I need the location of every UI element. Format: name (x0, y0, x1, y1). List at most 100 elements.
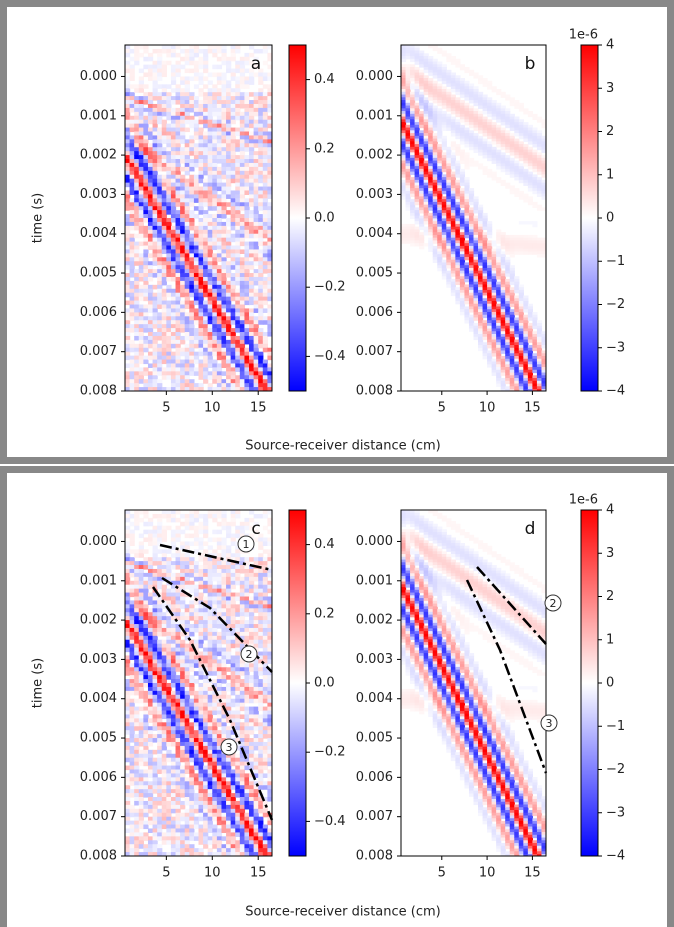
pixel (231, 344, 236, 349)
pixel (130, 218, 135, 223)
pixel (501, 373, 506, 376)
pixel (148, 69, 153, 74)
pixel (226, 273, 231, 278)
pixel (130, 383, 135, 388)
pixel (171, 320, 176, 325)
pixel (157, 383, 162, 388)
pixel (226, 312, 231, 317)
pixel (254, 383, 259, 388)
pixel (143, 159, 148, 164)
pixel (235, 222, 240, 227)
pixel (143, 320, 148, 325)
pixel (244, 246, 249, 251)
pixel (185, 96, 190, 101)
pixel (263, 187, 268, 192)
pixel (148, 112, 153, 117)
pixel (254, 194, 259, 199)
pixel (217, 226, 222, 231)
pixel (143, 163, 148, 168)
pixel (166, 116, 171, 121)
pixel (221, 379, 226, 384)
pixel (487, 174, 492, 177)
pixel (180, 226, 185, 231)
pixel (125, 549, 130, 554)
pixel (125, 553, 130, 558)
pixel (226, 147, 231, 152)
pixel (143, 45, 148, 50)
pixel (130, 379, 135, 384)
pixel (185, 328, 190, 333)
pixel (226, 112, 231, 117)
pixel (235, 190, 240, 195)
pixel (143, 257, 148, 262)
pixel (212, 49, 217, 54)
pixel (176, 124, 181, 129)
pixel (254, 308, 259, 313)
pixel (221, 49, 226, 54)
pixel (125, 722, 130, 727)
pixel (240, 80, 245, 85)
pixel (437, 51, 442, 54)
pixel (162, 257, 167, 262)
pixel (514, 155, 519, 158)
pixel (249, 316, 254, 321)
pixel (249, 175, 254, 180)
pixel (263, 214, 268, 219)
pixel (235, 348, 240, 353)
pixel (189, 226, 194, 231)
pixel (125, 155, 130, 160)
pixel (249, 222, 254, 227)
pixel (125, 179, 130, 184)
pixel (221, 120, 226, 125)
pixel (249, 155, 254, 160)
pixel (424, 221, 429, 224)
pixel (139, 226, 144, 231)
pixel (221, 73, 226, 78)
pixel (203, 336, 208, 341)
pixel (217, 206, 222, 211)
pixel (492, 141, 497, 144)
pixel (258, 151, 263, 156)
pixel (235, 198, 240, 203)
pixel (464, 235, 469, 238)
pixel (153, 73, 158, 78)
pixel (478, 166, 483, 169)
pixel (130, 124, 135, 129)
pixel (153, 187, 158, 192)
pixel (199, 100, 204, 105)
pixel (189, 151, 194, 156)
pixel (143, 336, 148, 341)
pixel (203, 202, 208, 207)
pixel (221, 163, 226, 168)
pixel (166, 332, 171, 337)
pixel (258, 80, 263, 85)
pixel (130, 187, 135, 192)
pixel (143, 151, 148, 156)
pixel (231, 100, 236, 105)
pixel (231, 139, 236, 144)
pixel (249, 214, 254, 219)
pixel (139, 88, 144, 93)
pixel (231, 112, 236, 117)
pixel (231, 340, 236, 345)
pixel (231, 281, 236, 286)
pixel (125, 813, 130, 818)
pixel (180, 124, 185, 129)
pixel (148, 167, 153, 172)
pixel (185, 305, 190, 310)
pixel (263, 120, 268, 125)
pixel (166, 210, 171, 215)
pixel (212, 132, 217, 137)
pixel (235, 171, 240, 176)
pixel (244, 261, 249, 266)
pixel (258, 139, 263, 144)
pixel (162, 230, 167, 235)
pixel (130, 289, 135, 294)
pixel (258, 257, 263, 262)
pixel (244, 312, 249, 317)
pixel (231, 92, 236, 97)
pixel (217, 187, 222, 192)
pixel (240, 104, 245, 109)
pixel (203, 183, 208, 188)
pixel (194, 371, 199, 376)
